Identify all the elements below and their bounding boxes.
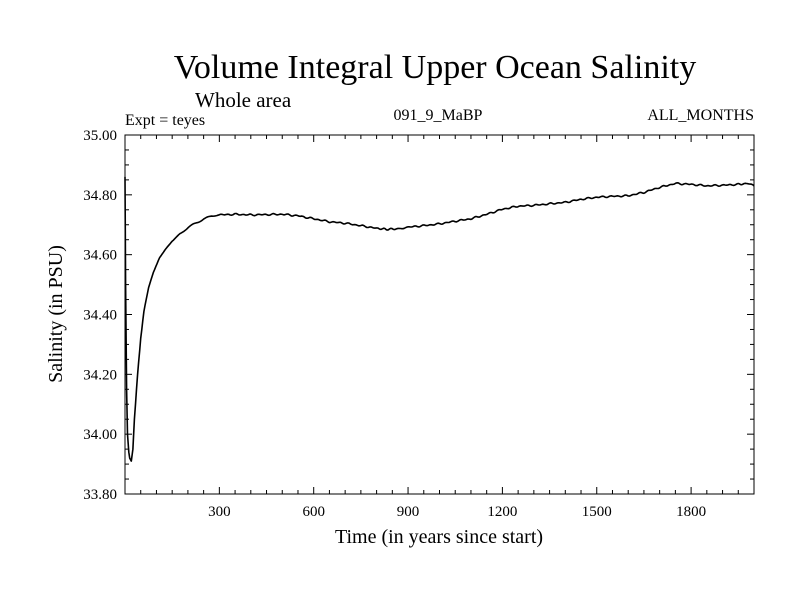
minor-ticks bbox=[125, 135, 754, 494]
salinity-series-line bbox=[124, 176, 755, 462]
y-axis-label: Salinity (in PSU) bbox=[45, 245, 67, 383]
y-tick-label: 34.80 bbox=[83, 188, 117, 204]
x-tick-label: 900 bbox=[397, 504, 420, 520]
y-axis-ticks: 33.80 34.00 34.20 34.40 34.60 34.80 35.00 bbox=[83, 128, 754, 503]
chart-title: Volume Integral Upper Ocean Salinity bbox=[174, 49, 696, 86]
x-axis-label: Time (in years since start) bbox=[335, 526, 543, 548]
y-tick-label: 34.20 bbox=[83, 367, 117, 383]
period-label: ALL_MONTHS bbox=[647, 107, 754, 124]
plot-frame bbox=[124, 134, 755, 495]
x-tick-label: 1200 bbox=[487, 504, 517, 520]
y-tick-label: 34.40 bbox=[83, 308, 117, 324]
x-tick-label: 1800 bbox=[676, 504, 706, 520]
x-tick-label: 1500 bbox=[582, 504, 612, 520]
x-axis-ticks: 300 600 900 1200 1500 1800 bbox=[208, 135, 706, 520]
experiment-label: Expt = teyes bbox=[125, 112, 205, 129]
run-id-label: 091_9_MaBP bbox=[394, 107, 483, 124]
x-tick-label: 600 bbox=[302, 504, 325, 520]
y-tick-label: 33.80 bbox=[83, 487, 117, 503]
y-tick-label: 34.00 bbox=[83, 427, 117, 443]
chart-subtitle: Whole area bbox=[195, 88, 292, 112]
x-tick-label: 300 bbox=[208, 504, 231, 520]
y-tick-label: 34.60 bbox=[83, 248, 117, 264]
y-tick-label: 35.00 bbox=[83, 128, 117, 144]
